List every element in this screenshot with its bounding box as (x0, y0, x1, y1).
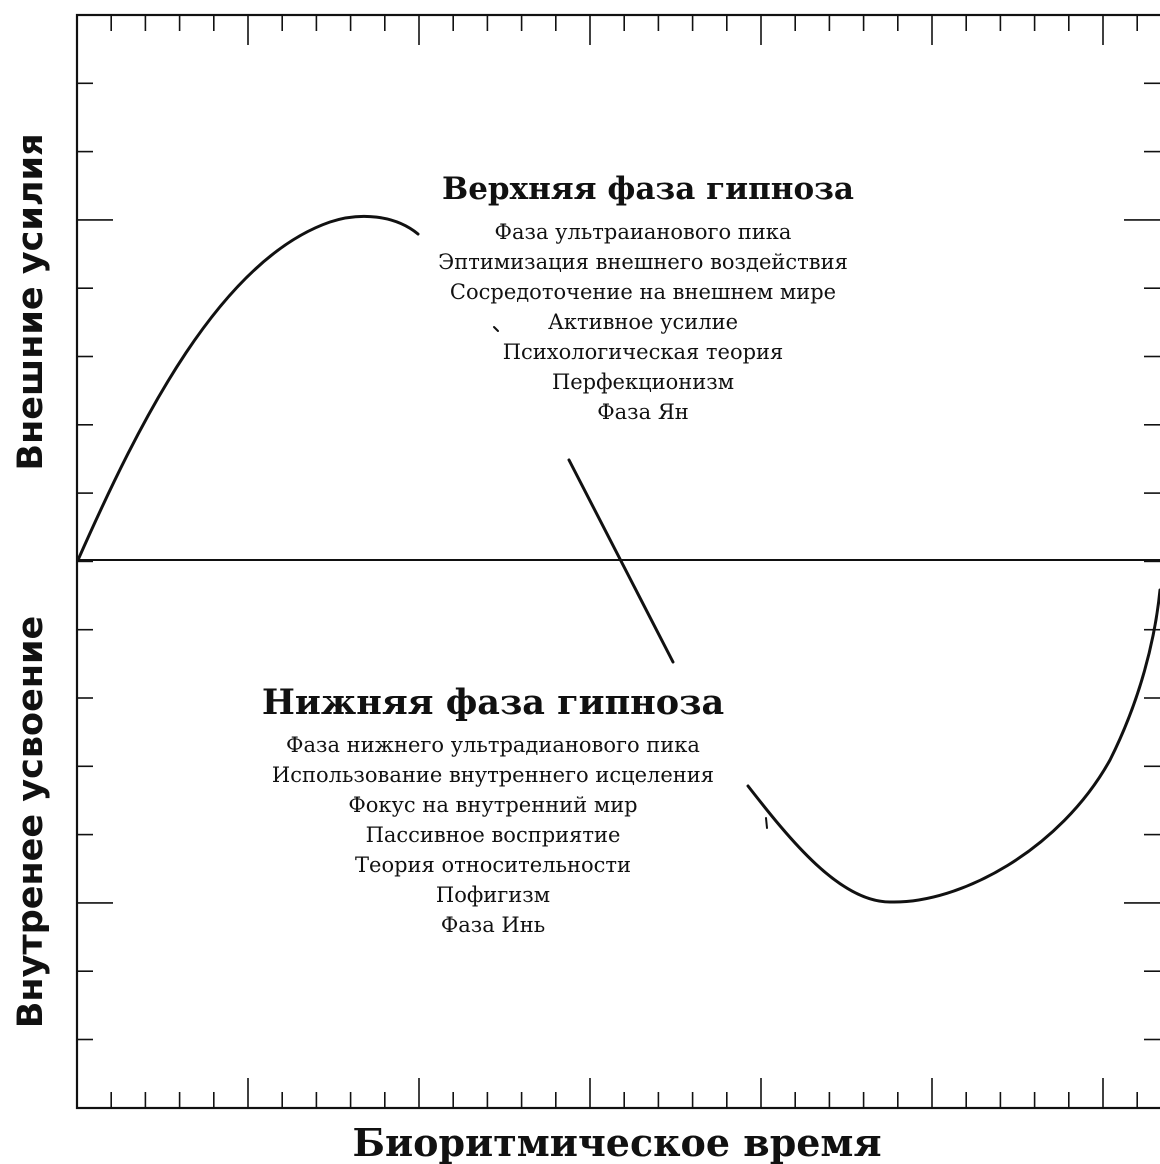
curve-mark-small (493, 326, 499, 332)
upper-phase-block: Верхняя фаза гипноза Фаза ультраианового… (438, 171, 854, 424)
curve-rise (76, 214, 420, 562)
curve-trough (746, 588, 1160, 904)
upper-phase-item: Эптимизация внешнего воздействия (438, 250, 848, 274)
biorhythm-curve (76, 214, 1160, 904)
upper-phase-item: Фаза ультраианового пика (495, 220, 792, 244)
lower-phase-item: Фокус на внутренний мир (348, 793, 637, 817)
upper-phase-items: Фаза ультраианового пика Эптимизация внеш… (438, 220, 848, 424)
tick-marks (76, 15, 1160, 1108)
upper-phase-item: Фаза Ян (597, 400, 689, 424)
lower-phase-item: Использование внутреннего исцеления (272, 763, 714, 787)
y-axis-lower-label: Внутренее усвоение (11, 616, 51, 1029)
y-axis-upper-label: Внешние усилия (11, 133, 51, 470)
upper-phase-title: Верхняя фаза гипноза (442, 171, 854, 207)
lower-phase-item: Фаза Инь (441, 913, 545, 937)
lower-phase-title: Нижняя фаза гипноза (262, 682, 724, 723)
lower-phase-block: Нижняя фаза гипноза Фаза нижнего ультрад… (262, 682, 724, 937)
lower-phase-item: Пофигизм (436, 883, 550, 907)
lower-phase-item: Теория относительности (355, 853, 631, 877)
upper-phase-item: Перфекционизм (552, 370, 734, 394)
lower-phase-item: Пассивное восприятие (366, 823, 621, 847)
upper-phase-item: Психологическая теория (503, 340, 784, 364)
x-axis-label: Биоритмическое время (352, 1120, 881, 1164)
lower-phase-items: Фаза нижнего ультрадианового пика Использ… (272, 733, 714, 937)
upper-phase-item: Сосредоточение на внешнем мире (450, 280, 836, 304)
curve-descent (567, 458, 675, 664)
upper-phase-item: Активное усилие (548, 310, 738, 334)
lower-phase-item: Фаза нижнего ультрадианового пика (286, 733, 700, 757)
curve-mark-small-2 (765, 817, 768, 829)
